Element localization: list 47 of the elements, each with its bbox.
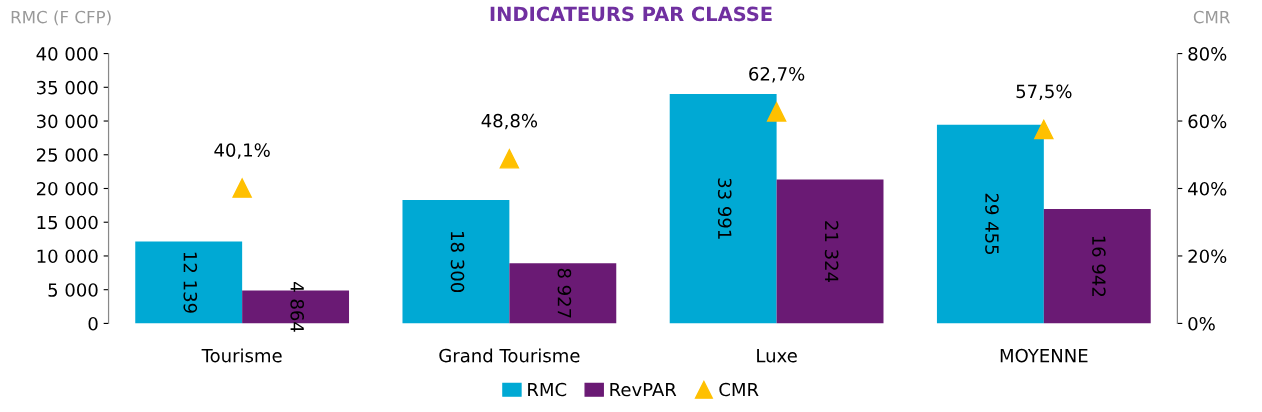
legend-label: RevPAR [610,382,677,397]
point [1034,119,1054,140]
legend-label: CMR [719,382,759,397]
data-label: 21 324 [824,221,839,283]
point [499,149,520,169]
data-label: 29 455 [985,193,999,255]
data-label: 8 927 [557,268,572,318]
x-tick-label: MOYENNE [1000,348,1088,363]
data-label: 57,5% [1016,84,1072,101]
y-tick-label: 35 000 [37,80,98,95]
point [232,178,252,198]
bar [776,179,884,324]
y-tick-label: 30 000 [37,114,98,129]
bar [509,263,617,324]
data-label: 62,7% [749,66,805,83]
y-tick-label: 0 [88,316,98,331]
y2-tick-label: 80% [1188,47,1227,61]
data-label: 33 991 [717,178,732,239]
data-label: 4 864 [290,282,305,332]
y-axis-title: RMC (F CFP) [11,10,111,26]
data-label: 18 300 [450,232,465,293]
bar [1043,209,1151,324]
y-tick-label: 20 000 [36,181,98,196]
x-tick-label: Tourisme [201,348,282,363]
y2-axis-title: CMR [1193,10,1230,24]
data-label: 12 139 [183,252,198,313]
y-tick-label: 15 000 [37,215,98,230]
legend-label: RMC [528,382,567,397]
data-label: 40,1% [214,143,270,159]
bar [936,124,1044,324]
y2-tick-label: 0% [1188,316,1215,331]
chart-title: INDICATEURS PAR CLASSE [490,6,772,22]
bar [135,241,243,324]
x-tick-label: Luxe [757,348,797,363]
y2-tick-label: 20% [1188,249,1227,264]
y2-tick-label: 40% [1188,181,1227,196]
data-label: 48,8% [481,113,538,130]
bar [669,94,777,324]
point [766,102,787,122]
y-tick-label: 5 000 [48,283,98,297]
y-tick-label: 40 000 [36,47,98,61]
bar [402,199,510,324]
y2-tick-label: 60% [1188,114,1227,129]
x-tick-label: Grand Tourisme [439,348,580,363]
y-tick-label: 10 000 [37,249,98,264]
y-tick-label: 25 000 [36,148,98,162]
data-label: 16 942 [1092,236,1106,297]
